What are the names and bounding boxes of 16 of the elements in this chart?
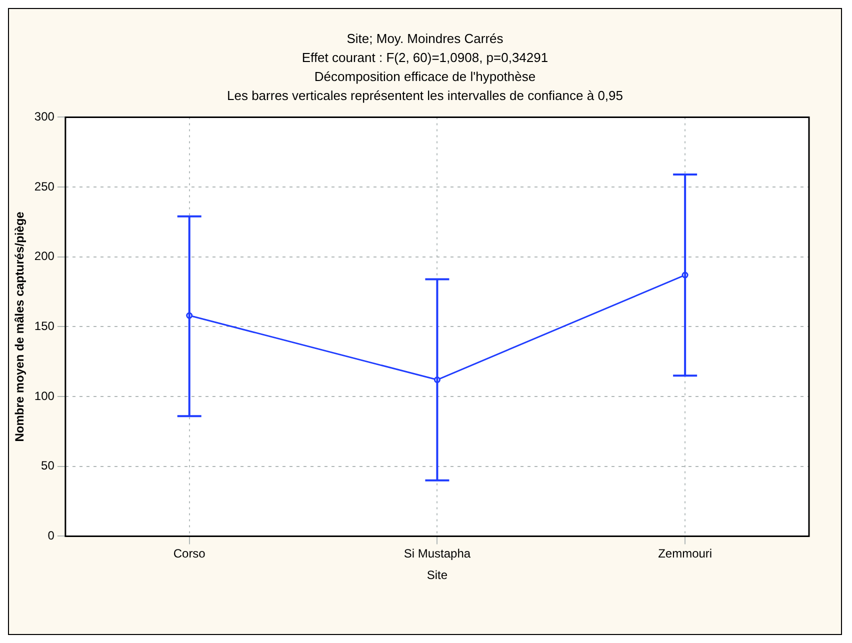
x-tick-label: Corso: [173, 546, 206, 561]
y-tick-label: 50: [41, 458, 55, 473]
y-tick-label: 100: [34, 388, 55, 403]
x-tick-label: Zemmouri: [658, 546, 712, 561]
y-tick-label: 200: [34, 249, 55, 264]
x-tick-label: Si Mustapha: [404, 546, 471, 561]
text: Les barres verticales représentent les intervalles de confiance à 0,95: [226, 88, 624, 103]
y-axis-title: Nombre moyen de mâles capturés/piège: [12, 211, 27, 442]
text: Décomposition efficace de l'hypothèse: [313, 69, 537, 84]
chart-title: Site; Moy. Moindres Carrés: [346, 31, 504, 46]
y-tick-label: 0: [48, 528, 55, 543]
y-tick-label: 150: [34, 319, 55, 334]
y-tick-label: 250: [34, 179, 55, 194]
chart-subtitle: Effet courant : F(2, 60)=1,0908, p=0,34291: [300, 50, 550, 65]
x-axis-title: Site: [426, 568, 448, 582]
y-tick-label: 300: [34, 110, 55, 124]
